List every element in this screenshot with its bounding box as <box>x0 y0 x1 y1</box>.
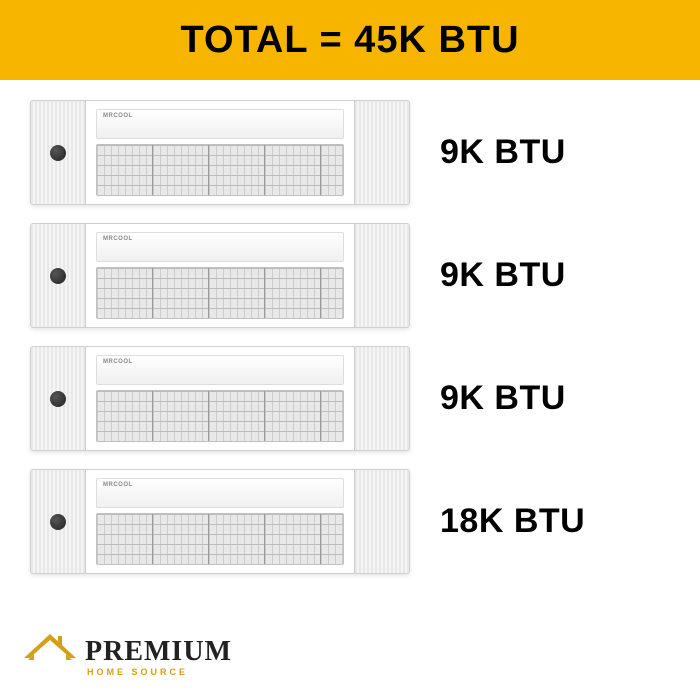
left-grille <box>31 101 86 204</box>
ac-unit-image: MRCOOL <box>30 223 410 328</box>
main-grille <box>96 390 344 442</box>
center-panel: MRCOOL <box>86 347 354 450</box>
header-title: TOTAL = 45K BTU <box>180 19 519 62</box>
center-panel: MRCOOL <box>86 224 354 327</box>
control-button-icon <box>50 145 66 161</box>
unit-row: MRCOOL 9K BTU <box>30 100 670 205</box>
top-flap: MRCOOL <box>96 478 344 508</box>
brand-logo: PREMIUM HOME SOURCE <box>20 630 232 685</box>
unit-row: MRCOOL 18K BTU <box>30 469 670 574</box>
main-grille <box>96 267 344 319</box>
unit-brand-label: MRCOOL <box>103 113 133 119</box>
control-button-icon <box>50 268 66 284</box>
main-grille <box>96 513 344 565</box>
right-grille <box>354 347 409 450</box>
units-area: MRCOOL 9K BTU MRCOOL 9K BTU MRCOOL 9 <box>0 80 700 574</box>
logo-text: PREMIUM HOME SOURCE <box>85 638 232 677</box>
unit-brand-label: MRCOOL <box>103 482 133 488</box>
btu-label: 9K BTU <box>440 133 670 172</box>
control-button-icon <box>50 391 66 407</box>
center-panel: MRCOOL <box>86 101 354 204</box>
btu-label: 18K BTU <box>440 502 670 541</box>
center-panel: MRCOOL <box>86 470 354 573</box>
left-grille <box>31 347 86 450</box>
house-icon <box>20 630 80 685</box>
top-flap: MRCOOL <box>96 232 344 262</box>
ac-unit-image: MRCOOL <box>30 469 410 574</box>
left-grille <box>31 470 86 573</box>
control-button-icon <box>50 514 66 530</box>
btu-label: 9K BTU <box>440 379 670 418</box>
right-grille <box>354 101 409 204</box>
logo-brand-name: PREMIUM <box>85 638 232 666</box>
left-grille <box>31 224 86 327</box>
unit-brand-label: MRCOOL <box>103 359 133 365</box>
right-grille <box>354 224 409 327</box>
right-grille <box>354 470 409 573</box>
unit-row: MRCOOL 9K BTU <box>30 223 670 328</box>
ac-unit-image: MRCOOL <box>30 346 410 451</box>
top-flap: MRCOOL <box>96 109 344 139</box>
main-grille <box>96 144 344 196</box>
header-band: TOTAL = 45K BTU <box>0 0 700 80</box>
unit-row: MRCOOL 9K BTU <box>30 346 670 451</box>
btu-label: 9K BTU <box>440 256 670 295</box>
ac-unit-image: MRCOOL <box>30 100 410 205</box>
top-flap: MRCOOL <box>96 355 344 385</box>
unit-brand-label: MRCOOL <box>103 236 133 242</box>
logo-subline: HOME SOURCE <box>87 668 232 677</box>
